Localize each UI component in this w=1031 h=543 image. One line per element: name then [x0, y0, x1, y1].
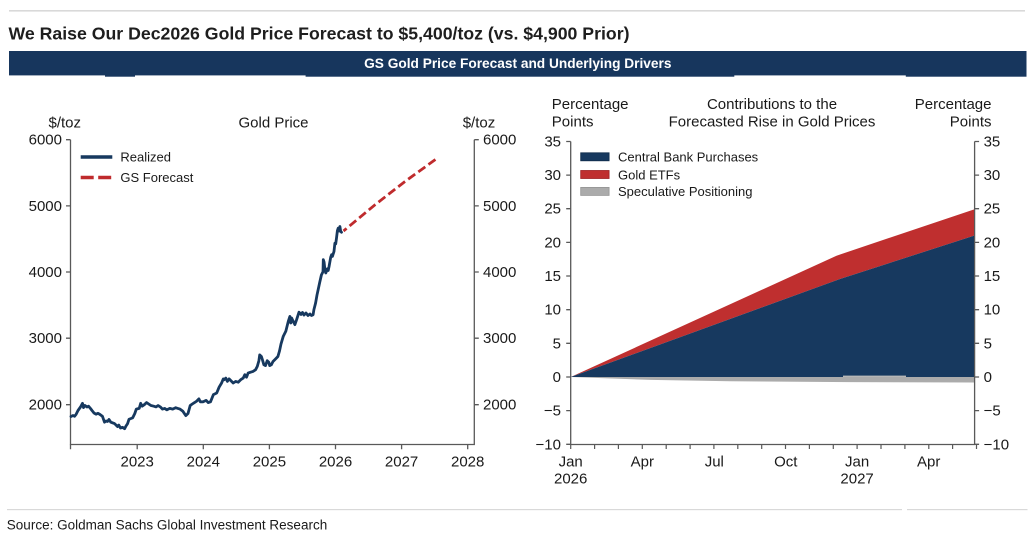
svg-text:Realized: Realized [120, 150, 171, 165]
svg-text:Points: Points [950, 114, 992, 131]
svg-text:2023: 2023 [121, 454, 154, 471]
svg-text:Jan: Jan [559, 454, 583, 471]
svg-text:5: 5 [553, 335, 561, 352]
svg-text:2000: 2000 [483, 397, 516, 414]
svg-text:We Raise Our Dec2026 Gold Pric: We Raise Our Dec2026 Gold Price Forecast… [9, 23, 630, 43]
svg-text:Source: Goldman Sachs Global I: Source: Goldman Sachs Global Investment … [7, 518, 327, 533]
svg-text:2026: 2026 [319, 454, 352, 471]
svg-text:5000: 5000 [29, 198, 62, 215]
svg-text:3000: 3000 [29, 330, 62, 347]
svg-text:−5: −5 [984, 403, 1001, 420]
svg-text:3000: 3000 [483, 330, 516, 347]
svg-text:2025: 2025 [253, 454, 286, 471]
svg-text:Central Bank Purchases: Central Bank Purchases [618, 150, 759, 165]
svg-text:GS Forecast: GS Forecast [120, 170, 193, 185]
svg-text:6000: 6000 [29, 132, 62, 149]
svg-text:30: 30 [984, 167, 1001, 184]
svg-text:2027: 2027 [840, 471, 873, 488]
svg-text:Apr: Apr [631, 454, 654, 471]
svg-text:35: 35 [984, 134, 1001, 151]
svg-text:−5: −5 [544, 403, 561, 420]
svg-text:20: 20 [984, 234, 1001, 251]
svg-text:30: 30 [544, 167, 561, 184]
svg-text:2000: 2000 [29, 397, 62, 414]
svg-text:Contributions to the: Contributions to the [707, 96, 837, 113]
svg-text:2026: 2026 [554, 471, 587, 488]
svg-text:$/toz: $/toz [49, 115, 82, 132]
svg-text:Percentage: Percentage [552, 96, 629, 113]
svg-text:25: 25 [984, 201, 1001, 218]
svg-text:10: 10 [544, 302, 561, 319]
svg-text:−10: −10 [536, 436, 561, 453]
svg-text:Jan: Jan [845, 454, 869, 471]
svg-text:2028: 2028 [451, 454, 484, 471]
svg-text:0: 0 [553, 369, 561, 386]
svg-text:Percentage: Percentage [915, 96, 992, 113]
svg-text:Gold ETFs: Gold ETFs [618, 167, 681, 182]
svg-text:Points: Points [552, 114, 594, 131]
svg-text:Oct: Oct [774, 454, 798, 471]
svg-text:4000: 4000 [29, 264, 62, 281]
svg-text:2027: 2027 [385, 454, 418, 471]
svg-text:15: 15 [984, 268, 1001, 285]
svg-text:Jul: Jul [705, 454, 724, 471]
svg-text:5: 5 [984, 335, 992, 352]
svg-text:Apr: Apr [917, 454, 940, 471]
svg-text:Speculative Positioning: Speculative Positioning [618, 184, 752, 199]
svg-text:4000: 4000 [483, 264, 516, 281]
svg-text:5000: 5000 [483, 198, 516, 215]
svg-text:2024: 2024 [187, 454, 220, 471]
svg-text:GS Gold Price Forecast and Und: GS Gold Price Forecast and Underlying Dr… [364, 56, 672, 71]
svg-text:35: 35 [544, 134, 561, 151]
svg-text:10: 10 [984, 302, 1001, 319]
svg-text:20: 20 [544, 234, 561, 251]
svg-text:$/toz: $/toz [463, 115, 496, 132]
svg-text:Gold Price: Gold Price [238, 115, 308, 132]
svg-text:25: 25 [544, 201, 561, 218]
svg-text:6000: 6000 [483, 132, 516, 149]
svg-text:−10: −10 [984, 436, 1009, 453]
svg-text:0: 0 [984, 369, 992, 386]
svg-text:15: 15 [544, 268, 561, 285]
svg-text:Forecasted Rise in Gold Prices: Forecasted Rise in Gold Prices [669, 114, 876, 131]
